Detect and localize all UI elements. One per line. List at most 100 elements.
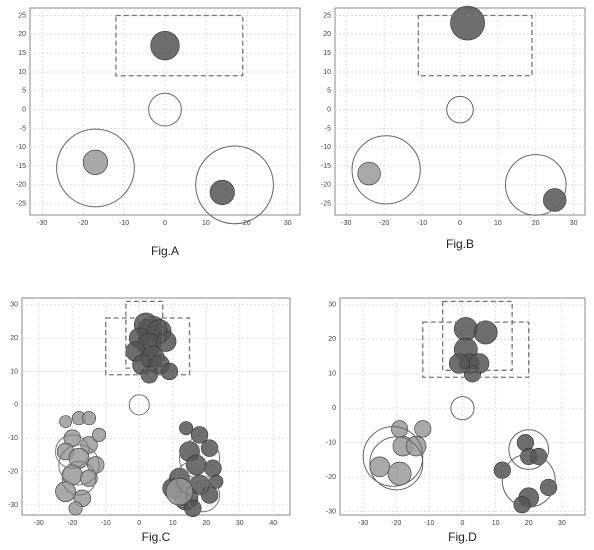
outline-circle — [56, 128, 135, 208]
x-tick-label: -30 — [341, 220, 351, 227]
y-tick-label: -30 — [326, 508, 336, 515]
x-tick-label: 10 — [494, 220, 502, 227]
y-tick-label: 15 — [323, 50, 331, 57]
y-tick-label: -20 — [321, 182, 331, 189]
y-tick-label: 20 — [18, 31, 26, 38]
data-circle — [453, 317, 478, 341]
y-tick-label: 10 — [18, 69, 26, 76]
y-tick-label: 30 — [10, 302, 18, 309]
y-tick-label: 25 — [18, 12, 26, 19]
y-tick-label: 15 — [18, 50, 26, 57]
data-circle — [513, 496, 531, 514]
y-tick-label: 0 — [14, 402, 18, 409]
data-circle — [55, 481, 76, 502]
outline-circle — [55, 434, 90, 469]
x-tick-label: 10 — [169, 520, 177, 527]
data-circle — [82, 411, 97, 426]
data-circle — [92, 427, 107, 442]
x-tick-label: 40 — [269, 520, 277, 527]
x-tick-label: 30 — [558, 520, 566, 527]
outline-circle — [369, 436, 424, 491]
y-tick-label: 10 — [323, 69, 331, 76]
panel: -30 -20 -10 0 10 20 30 -30 -20 -10 0 10 20 30 Fig.D — [326, 297, 586, 544]
y-tick-label: -20 — [326, 474, 336, 481]
y-tick-label: -10 — [8, 435, 18, 442]
x-tick-label: -10 — [424, 520, 434, 527]
outline-circle — [58, 444, 100, 486]
data-circle — [150, 31, 180, 61]
x-tick-label: 20 — [243, 220, 251, 227]
x-tick-label: 0 — [458, 220, 462, 227]
data-circle — [414, 420, 432, 438]
region-box — [125, 300, 164, 369]
data-circle — [179, 421, 194, 436]
outline-circle — [175, 461, 211, 496]
figure-caption: Fig.C — [142, 530, 171, 544]
outline-circle — [446, 95, 474, 124]
outline-circle — [128, 394, 150, 416]
outline-circle — [148, 92, 182, 127]
data-circle — [68, 501, 83, 516]
x-tick-label: -20 — [67, 520, 77, 527]
data-circle — [450, 5, 485, 41]
x-tick-label: -30 — [37, 220, 47, 227]
x-tick-label: 0 — [163, 220, 167, 227]
x-tick-label: -20 — [379, 220, 389, 227]
x-tick-label: -20 — [78, 220, 88, 227]
outline-circle — [195, 145, 274, 225]
y-tick-label: -20 — [16, 182, 26, 189]
y-tick-label: -20 — [8, 468, 18, 475]
y-tick-label: -10 — [321, 144, 331, 151]
data-circle — [160, 362, 179, 381]
region-box — [115, 14, 244, 77]
figure-caption: Fig.A — [151, 244, 179, 258]
data-circle — [463, 365, 482, 383]
x-tick-label: -10 — [119, 220, 129, 227]
region-box — [441, 300, 513, 371]
region-box — [417, 14, 533, 77]
data-circle — [200, 486, 219, 504]
outline-circle — [450, 396, 475, 421]
y-tick-label: 20 — [328, 336, 336, 343]
data-circle — [209, 179, 235, 205]
y-tick-label: 0 — [332, 405, 336, 412]
data-circle — [190, 426, 209, 444]
y-tick-label: 25 — [323, 12, 331, 19]
x-tick-label: 20 — [202, 520, 210, 527]
y-tick-label: 20 — [10, 335, 18, 342]
x-tick-label: -10 — [417, 220, 427, 227]
y-tick-label: 0 — [327, 106, 331, 113]
figure-caption: Fig.B — [446, 237, 474, 251]
y-tick-label: -5 — [325, 125, 331, 132]
data-circle — [473, 320, 498, 345]
region-box — [105, 317, 191, 376]
y-tick-label: -25 — [16, 201, 26, 208]
data-circle — [448, 353, 470, 374]
x-tick-label: 30 — [236, 520, 244, 527]
outline-circle — [185, 477, 221, 513]
y-tick-label: 5 — [327, 88, 331, 95]
y-tick-label: -30 — [8, 502, 18, 509]
x-tick-label: -30 — [34, 520, 44, 527]
y-tick-label: -25 — [321, 201, 331, 208]
outline-circle — [504, 154, 567, 216]
x-tick-label: 20 — [532, 220, 540, 227]
data-circle — [200, 439, 219, 457]
outline-circle — [61, 461, 97, 496]
x-tick-label: 0 — [137, 520, 141, 527]
y-tick-label: 0 — [22, 106, 26, 113]
y-tick-label: -15 — [321, 163, 331, 170]
data-circle — [155, 331, 177, 352]
y-tick-label: -15 — [16, 163, 26, 170]
data-circle — [82, 149, 109, 175]
y-tick-label: 10 — [328, 371, 336, 378]
data-circle — [59, 415, 72, 428]
data-circle — [80, 469, 98, 487]
data-circle — [369, 456, 390, 478]
figure-caption: Fig.D — [448, 530, 477, 544]
data-circle — [165, 477, 194, 506]
panel: -30 -20 -10 0 10 20 30 -25 -20 -15 -10 -5 0 5 10 15 20 25… — [16, 7, 301, 258]
y-tick-label: 10 — [10, 368, 18, 375]
x-tick-label: 0 — [461, 520, 465, 527]
